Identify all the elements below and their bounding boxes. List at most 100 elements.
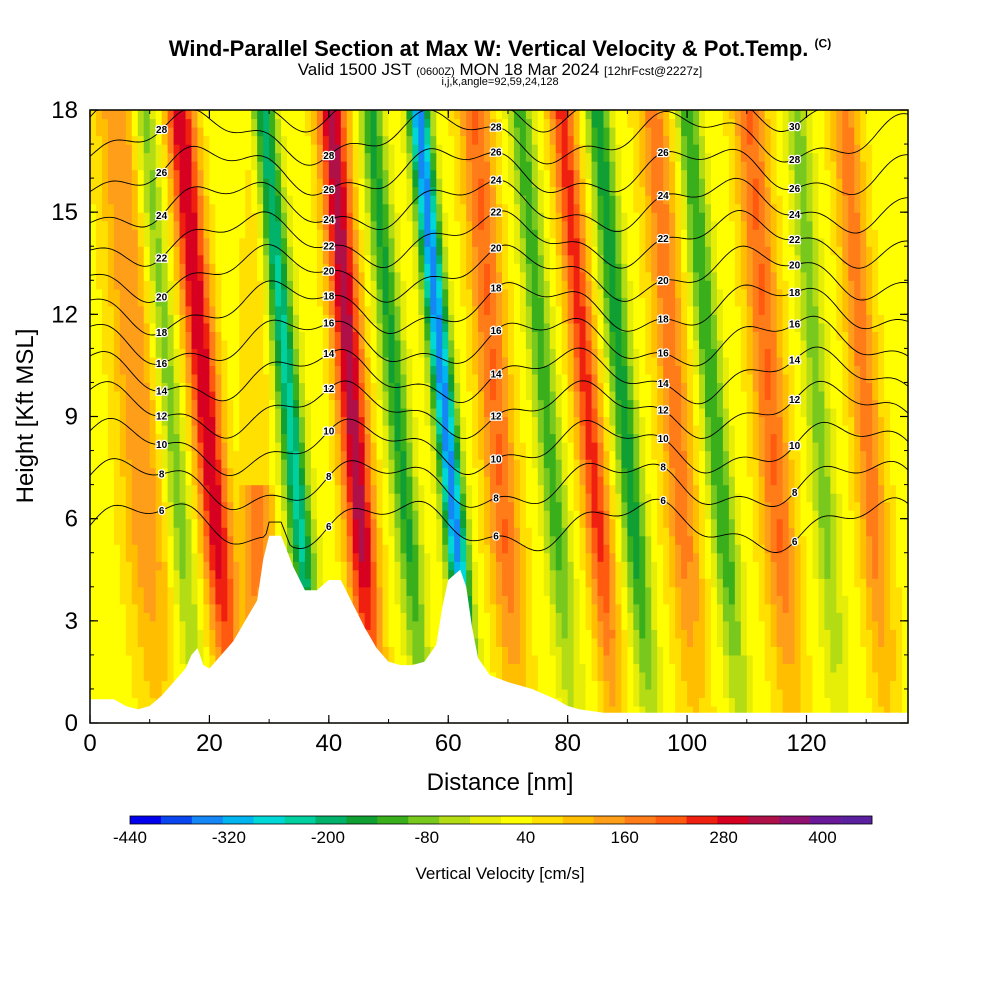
velocity-cell [119, 561, 127, 571]
velocity-cell [298, 578, 306, 588]
velocity-cell [382, 586, 390, 596]
velocity-cell [233, 297, 240, 307]
velocity-cell [394, 433, 402, 443]
velocity-cell [191, 467, 199, 477]
velocity-cell [125, 535, 133, 545]
velocity-cell [448, 450, 455, 460]
velocity-cell [113, 390, 121, 401]
velocity-cell [466, 220, 473, 230]
velocity-cell [424, 510, 431, 520]
velocity-cell [478, 220, 485, 230]
velocity-cell [149, 382, 157, 392]
velocity-cell [382, 373, 390, 384]
velocity-cell [221, 476, 228, 486]
velocity-cell [364, 476, 372, 486]
velocity-cell [364, 186, 372, 196]
velocity-cell [281, 322, 288, 332]
velocity-cell [340, 314, 348, 324]
velocity-cell [95, 407, 103, 418]
velocity-cell [400, 373, 408, 384]
velocity-cell [310, 552, 318, 562]
velocity-cell [382, 169, 390, 179]
velocity-cell [376, 407, 384, 418]
velocity-cell [245, 195, 252, 205]
velocity-cell [352, 544, 360, 554]
velocity-cell [436, 254, 443, 264]
velocity-cell [466, 518, 473, 528]
velocity-cell [191, 271, 199, 281]
velocity-cell [478, 527, 485, 537]
velocity-cell [400, 356, 408, 367]
velocity-cell [203, 493, 211, 503]
velocity-cell [257, 118, 264, 128]
velocity-cell [119, 663, 127, 673]
velocity-cell [257, 322, 264, 332]
velocity-cell [275, 118, 282, 128]
velocity-cell [293, 169, 300, 179]
velocity-cell [400, 178, 408, 188]
velocity-cell [179, 535, 187, 545]
velocity-cell [95, 237, 103, 247]
velocity-cell [107, 518, 115, 528]
velocity-cell [304, 382, 312, 392]
velocity-cell [197, 169, 205, 179]
velocity-cell [221, 382, 228, 392]
velocity-cell [113, 663, 121, 673]
velocity-cell [167, 373, 175, 384]
velocity-cell [239, 322, 246, 332]
velocity-cell [418, 595, 425, 605]
velocity-cell [197, 203, 205, 213]
velocity-cell [251, 390, 258, 401]
velocity-cell [496, 169, 503, 179]
velocity-cell [424, 407, 431, 418]
velocity-cell [113, 305, 121, 315]
velocity-cell [418, 203, 425, 213]
velocity-cell [382, 322, 390, 332]
velocity-cell [298, 144, 306, 154]
velocity-cell [293, 186, 300, 196]
velocity-cell [185, 271, 193, 281]
velocity-cell [388, 365, 396, 375]
velocity-cell [496, 356, 503, 367]
velocity-cell [382, 314, 390, 324]
velocity-cell [101, 271, 109, 281]
velocity-cell [263, 373, 270, 384]
velocity-cell [119, 339, 127, 349]
velocity-cell [90, 169, 97, 179]
velocity-cell [191, 390, 199, 401]
velocity-cell [155, 603, 163, 613]
velocity-cell [251, 459, 258, 469]
velocity-cell [424, 288, 431, 298]
velocity-cell [215, 493, 222, 503]
velocity-cell [496, 442, 503, 452]
velocity-cell [203, 569, 211, 579]
velocity-cell [101, 484, 109, 494]
velocity-cell [167, 399, 175, 409]
velocity-cell [424, 373, 431, 384]
velocity-cell [215, 365, 222, 375]
velocity-cell [490, 586, 497, 596]
velocity-cell [304, 195, 312, 205]
velocity-cell [245, 246, 252, 256]
velocity-cell [460, 476, 467, 486]
velocity-cell [227, 322, 234, 332]
velocity-cell [227, 527, 234, 537]
velocity-cell [454, 152, 461, 162]
velocity-cell [107, 331, 115, 341]
velocity-cell [239, 365, 246, 375]
velocity-cell [472, 476, 479, 486]
velocity-cell [263, 186, 270, 196]
velocity-cell [137, 229, 145, 239]
velocity-cell [496, 144, 503, 154]
velocity-cell [352, 237, 360, 247]
velocity-cell [484, 118, 491, 128]
velocity-cell [90, 297, 97, 307]
velocity-cell [388, 407, 396, 418]
velocity-cell [478, 654, 485, 664]
subtitle-date: MON 18 Mar 2024 [459, 60, 600, 79]
velocity-cell [167, 152, 175, 162]
velocity-cell [149, 484, 157, 494]
velocity-cell [352, 510, 360, 520]
velocity-cell [490, 629, 497, 639]
velocity-cell [496, 399, 503, 409]
